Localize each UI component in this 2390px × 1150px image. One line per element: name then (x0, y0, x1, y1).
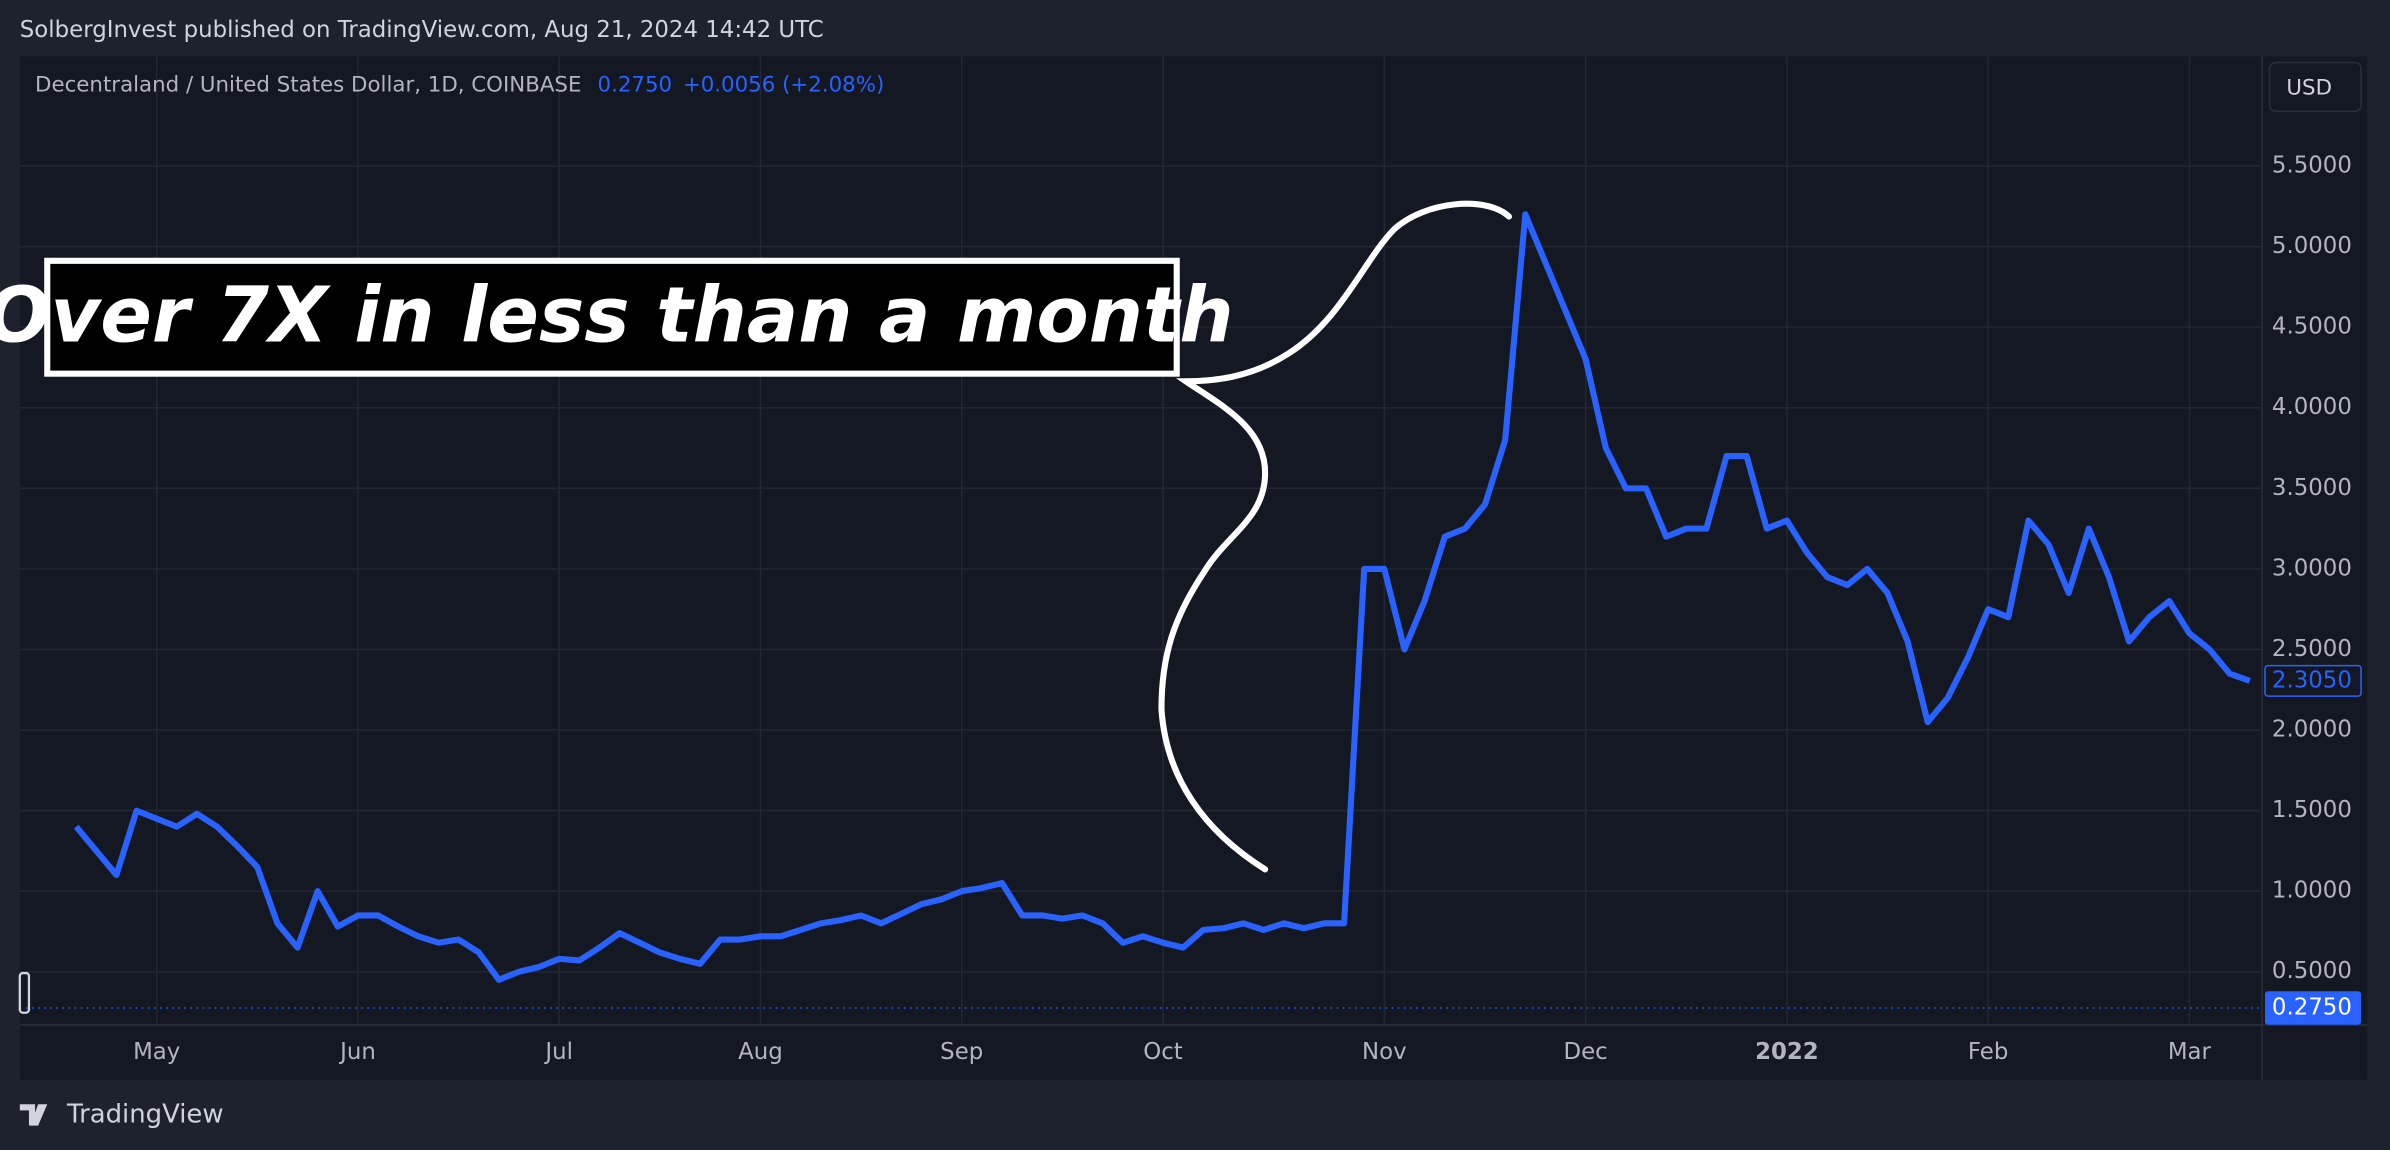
grid: 0.5000 1.0000 1.5000 2.0000 2.5000 3.0000 3.50… (19, 56, 2352, 1065)
current-price-label: 0.2750 (2272, 995, 2352, 1021)
change: +0.0056 (+2.08%) (683, 72, 884, 97)
x-tick-label: Dec (1564, 1039, 1608, 1065)
price: 0.2750 (598, 72, 673, 97)
y-tick-label: 3.0000 (2272, 555, 2352, 581)
brace-drawing (1158, 200, 1513, 873)
scroll-handle[interactable] (18, 971, 31, 1014)
current-price-tag (2265, 991, 2362, 1025)
y-tick-label: 4.5000 (2272, 314, 2352, 340)
x-tick-label: Oct (1143, 1039, 1183, 1065)
x-tick-label: Aug (738, 1039, 783, 1065)
y-tick-label: 5.5000 (2272, 153, 2352, 179)
y-tick-label: 1.0000 (2272, 878, 2352, 904)
currency[interactable]: USD (2286, 75, 2332, 100)
x-tick-label: 2022 (1755, 1039, 1819, 1065)
x-tick-label: Nov (1362, 1039, 1407, 1065)
brand: TradingView (66, 1099, 223, 1129)
y-tick-label: 2.5000 (2272, 636, 2352, 662)
y-tick-label: 2.0000 (2272, 717, 2352, 743)
x-tick-label: Jul (543, 1039, 573, 1065)
attribution: SolbergInvest published on TradingView.c… (20, 17, 824, 43)
x-tick-label: Mar (2168, 1039, 2212, 1065)
x-tick-label: Jun (338, 1039, 376, 1065)
annotation-box (44, 257, 1180, 377)
y-tick-label: 5.0000 (2272, 233, 2352, 259)
y-tick-label: 4.0000 (2272, 394, 2352, 420)
x-tick-label: Sep (940, 1039, 983, 1065)
plot: 0.2750 2.3050 (19, 211, 2362, 1025)
brand-logo (19, 1104, 48, 1126)
last-value-label: 2.3050 (2272, 667, 2352, 693)
y-tick-label: 1.5000 (2272, 797, 2352, 823)
last-value-tag (2264, 664, 2362, 697)
symbol: Decentraland / United States Dollar, 1D,… (35, 72, 581, 97)
y-tick-label: 0.5000 (2272, 958, 2352, 984)
annotation: Over 7X in less than a month (0, 270, 1234, 359)
y-tick-label: 3.5000 (2272, 475, 2352, 501)
x-tick-label: Feb (1968, 1039, 2008, 1065)
currency-box[interactable] (2268, 61, 2362, 113)
price-line (73, 211, 2251, 983)
x-tick-label: May (133, 1039, 180, 1065)
